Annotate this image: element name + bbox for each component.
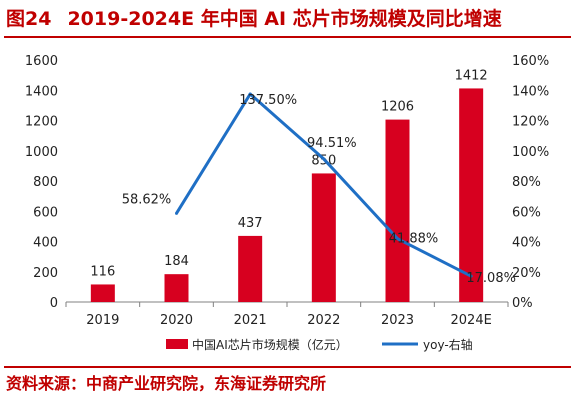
bar-value-label: 437 [238, 216, 263, 231]
x-tick-label: 2021 [234, 313, 267, 328]
bar [90, 284, 115, 302]
y-left-tick-label: 1600 [25, 54, 58, 69]
yoy-value-label: 17.08% [466, 271, 516, 286]
y-right-tick-label: 40% [512, 236, 541, 251]
yoy-point [469, 274, 473, 278]
x-tick-label: 2024E [451, 313, 492, 328]
bar [385, 119, 410, 302]
y-right-tick-label: 140% [512, 84, 549, 99]
figure-number: 图24 [6, 8, 52, 30]
x-tick-label: 2019 [86, 313, 119, 328]
y-left-tick-label: 0 [50, 296, 58, 311]
y-right-tick-label: 80% [512, 175, 541, 190]
yoy-value-label: 41.88% [389, 232, 439, 247]
y-left-tick-label: 1200 [25, 115, 58, 130]
legend-line-label: yoy-右轴 [423, 337, 473, 352]
chart-area: 0 200 400 600 800 1000 1200 1400 1600 0% 20% 40% 60%… [0, 40, 575, 366]
y-right-tick-label: 60% [512, 205, 541, 220]
bar-value-label: 1412 [455, 68, 488, 83]
y-right-tick-label: 160% [512, 54, 549, 69]
bar-value-label: 116 [90, 264, 115, 279]
source-divider [4, 366, 571, 368]
bar [311, 173, 336, 302]
y-left-tick-label: 600 [33, 205, 58, 220]
y-left-tick-label: 200 [33, 266, 58, 281]
yoy-value-label: 94.51% [307, 136, 357, 151]
yoy-value-label: 58.62% [122, 192, 172, 207]
yoy-point [396, 237, 399, 241]
bar [459, 88, 484, 302]
yoy-point [175, 211, 178, 215]
x-tick-label: 2022 [307, 313, 340, 328]
yoy-point [248, 92, 252, 96]
title-divider [4, 36, 571, 38]
yoy-value-label: 137.50% [239, 93, 297, 108]
combo-chart: 0 200 400 600 800 1000 1200 1400 1600 0% 20% 40% 60%… [25, 54, 549, 352]
y-left-tick-label: 1400 [25, 84, 58, 99]
yoy-point [322, 157, 326, 161]
bar [238, 235, 263, 302]
source-note: 资料来源：中商产业研究院，东海证券研究所 [6, 374, 327, 393]
bar-value-label: 184 [164, 254, 189, 269]
y-right-tick-label: 0% [512, 296, 533, 311]
legend-bar-label: 中国AI芯片市场规模（亿元） [192, 337, 348, 352]
legend-bar-swatch [166, 339, 188, 349]
bar [164, 274, 189, 302]
y-right-tick-label: 120% [512, 115, 549, 130]
x-tick-label: 2023 [381, 313, 414, 328]
y-right-tick-label: 100% [512, 145, 549, 160]
y-left-tick-label: 400 [33, 236, 58, 251]
y-left-tick-label: 800 [33, 175, 58, 190]
bar-value-label: 1206 [381, 100, 414, 115]
y-left-tick-label: 1000 [25, 145, 58, 160]
legend: 中国AI芯片市场规模（亿元） yoy-右轴 [166, 337, 473, 352]
figure-title: 图24 2019-2024E 年中国 AI 芯片市场规模及同比增速 [6, 2, 572, 36]
axes-group: 0 200 400 600 800 1000 1200 1400 1600 0% 20% 40% 60%… [25, 54, 549, 328]
figure-title-text: 2019-2024E 年中国 AI 芯片市场规模及同比增速 [67, 8, 502, 30]
y-right-tick-label: 20% [512, 266, 541, 281]
x-tick-label: 2020 [160, 313, 193, 328]
line-series: 58.62% 137.50% 94.51% 41.88% 17.08% [122, 92, 516, 286]
